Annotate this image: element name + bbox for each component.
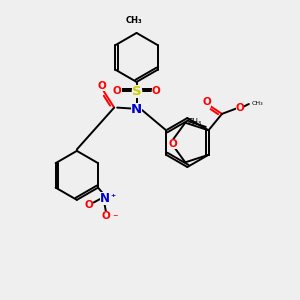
Text: S: S: [132, 85, 141, 98]
Text: CH₃: CH₃: [126, 16, 142, 26]
Text: CH₃: CH₃: [251, 100, 263, 106]
Text: +: +: [110, 193, 115, 198]
Text: O: O: [236, 103, 244, 113]
Text: O: O: [202, 97, 211, 107]
Text: O: O: [152, 86, 160, 97]
Text: O: O: [98, 81, 106, 91]
Text: ⁻: ⁻: [112, 213, 118, 223]
Text: O: O: [85, 200, 94, 210]
Text: O: O: [113, 86, 122, 97]
Text: CH₃: CH₃: [188, 118, 202, 127]
Text: O: O: [169, 139, 178, 149]
Text: O: O: [102, 211, 110, 221]
Text: N: N: [100, 193, 110, 206]
Text: N: N: [131, 103, 142, 116]
